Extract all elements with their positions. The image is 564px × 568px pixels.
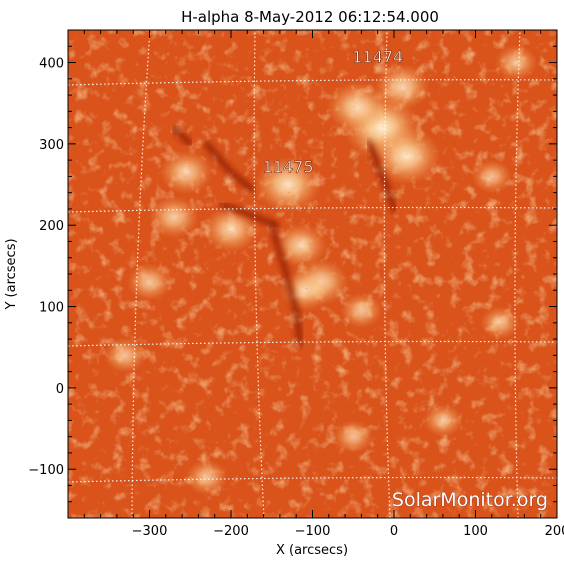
active-region-label: 11475: [263, 157, 314, 176]
grid-meridian: [383, 30, 391, 518]
active-region-label: 11474: [352, 48, 403, 67]
grid-parallel: [68, 79, 557, 86]
y-tick-label: 0: [56, 382, 64, 397]
y-axis-label: Y (arcsecs): [4, 238, 19, 310]
region-annotations: 11474 11475: [262, 47, 403, 176]
chart-title: H-alpha 8-May-2012 06:12:54.000: [181, 8, 439, 26]
plot-area: [68, 30, 557, 518]
x-tick-label: 0: [390, 524, 398, 539]
x-tick-labels: −300 −200 −100 0 100 200: [132, 524, 564, 539]
axis-ticks: [68, 29, 558, 519]
grid-meridian: [514, 30, 521, 518]
watermark: SolarMonitor.org: [392, 489, 548, 511]
x-tick-label: 100: [463, 524, 488, 539]
grid-meridian: [253, 30, 265, 518]
dark-specks: [68, 30, 557, 518]
y-tick-labels: −100 0 100 200 300 400: [28, 57, 64, 479]
x-tick-label: −300: [132, 524, 168, 539]
x-tick-label: −100: [295, 524, 331, 539]
x-tick-label: −200: [213, 524, 249, 539]
heliographic-grid: [68, 30, 557, 518]
x-axis-label: X (arcsecs): [276, 543, 348, 558]
grid-meridian: [131, 30, 151, 518]
x-tick-label: 200: [545, 524, 564, 539]
y-tick-label: 100: [39, 301, 64, 316]
y-tick-label: −100: [28, 463, 64, 478]
grid-parallel: [68, 340, 557, 347]
y-tick-label: 200: [39, 219, 64, 234]
grid-parallel: [68, 476, 557, 483]
y-tick-label: 300: [39, 138, 64, 153]
grid-parallel: [68, 206, 557, 213]
y-tick-label: 400: [39, 57, 64, 72]
